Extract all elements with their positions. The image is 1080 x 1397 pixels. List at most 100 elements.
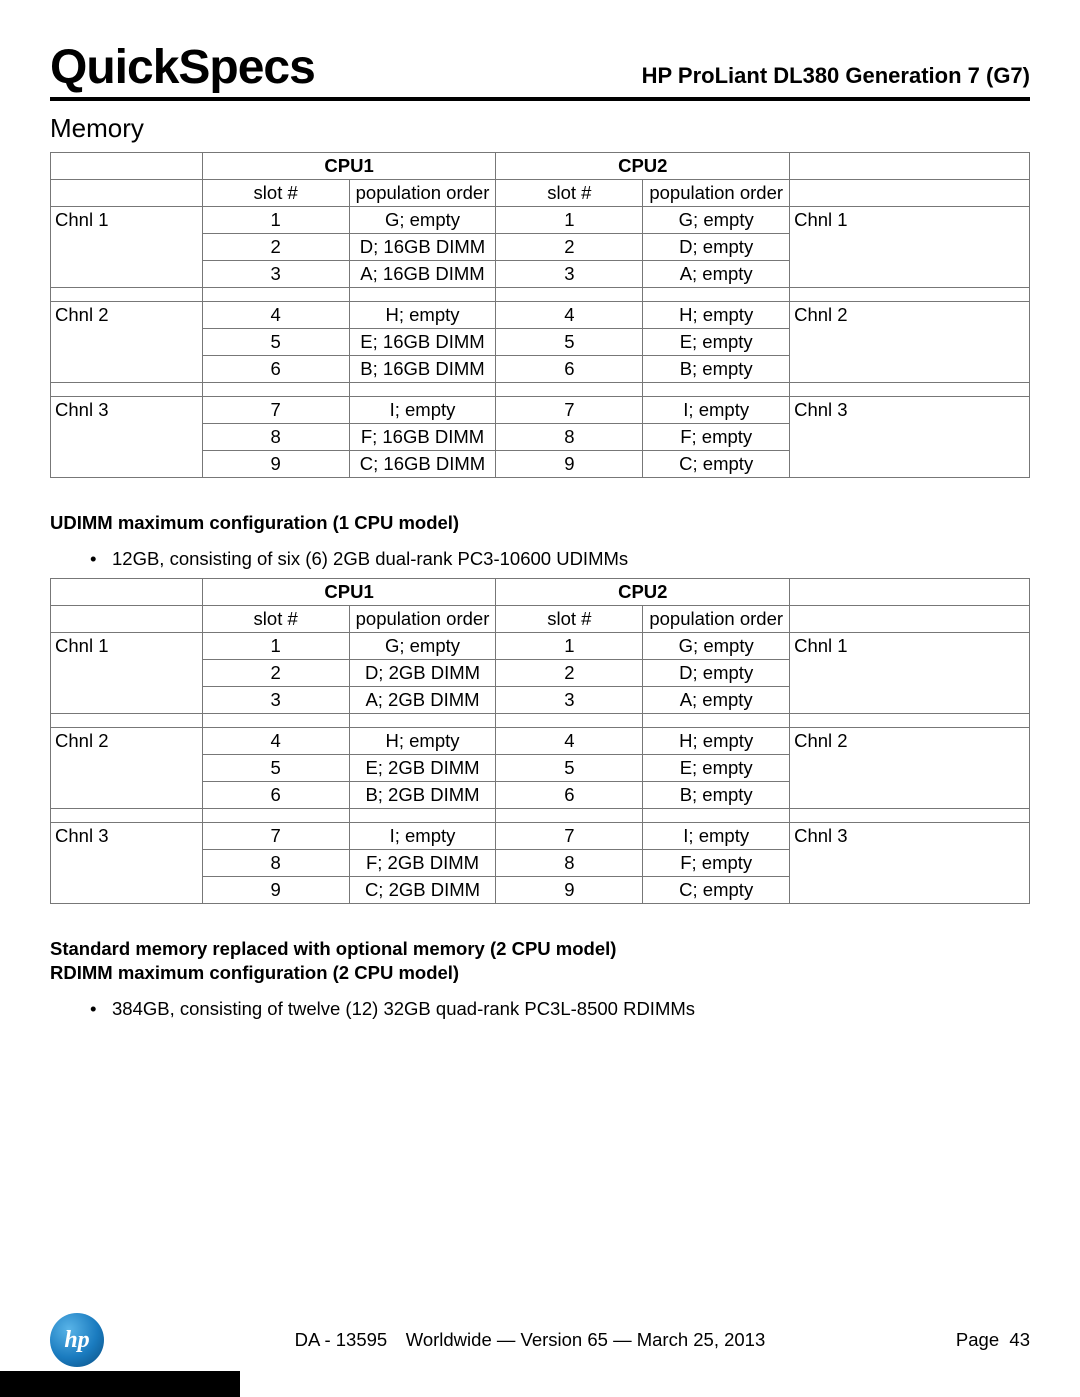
chnl-blank — [51, 424, 203, 451]
pop-cell: I; empty — [349, 397, 496, 424]
th-cpu1: CPU1 — [202, 153, 496, 180]
chnl-blank — [51, 356, 203, 383]
spacer-cell — [496, 809, 643, 823]
pop-cell: B; empty — [643, 356, 790, 383]
th-blank — [51, 579, 203, 606]
spacer-cell — [202, 714, 349, 728]
pop-cell: H; empty — [643, 302, 790, 329]
pop-cell: B; 2GB DIMM — [349, 782, 496, 809]
slot-cell: 3 — [496, 687, 643, 714]
slot-cell: 5 — [202, 755, 349, 782]
slot-cell: 8 — [496, 850, 643, 877]
spacer-cell — [643, 383, 790, 397]
bullet-udimm: 12GB, consisting of six (6) 2GB dual-ran… — [90, 548, 1030, 570]
chnl-label: Chnl 1 — [51, 207, 203, 234]
pop-cell: F; empty — [643, 850, 790, 877]
chnl-blank — [790, 755, 1030, 782]
pop-cell: C; empty — [643, 451, 790, 478]
chnl-blank — [51, 234, 203, 261]
th-blank — [51, 180, 203, 207]
slot-cell: 8 — [202, 424, 349, 451]
chnl-label: Chnl 1 — [790, 207, 1030, 234]
pop-cell: I; empty — [643, 823, 790, 850]
chnl-label: Chnl 2 — [790, 728, 1030, 755]
slot-cell: 9 — [202, 451, 349, 478]
pop-cell: C; 16GB DIMM — [349, 451, 496, 478]
chnl-label: Chnl 2 — [790, 302, 1030, 329]
pop-cell: I; empty — [349, 823, 496, 850]
chnl-blank — [51, 877, 203, 904]
subheading-udimm: UDIMM maximum configuration (1 CPU model… — [50, 512, 1030, 534]
slot-cell: 2 — [202, 234, 349, 261]
chnl-blank — [790, 261, 1030, 288]
pop-cell: G; empty — [643, 633, 790, 660]
spacer-cell — [643, 288, 790, 302]
th-slot: slot # — [202, 180, 349, 207]
page-footer: hp DA - 13595 Worldwide — Version 65 — M… — [50, 1313, 1030, 1367]
memory-table-2: CPU1CPU2slot #population orderslot #popu… — [50, 578, 1030, 904]
pop-cell: H; empty — [349, 728, 496, 755]
bullet-rdimm: 384GB, consisting of twelve (12) 32GB qu… — [90, 998, 1030, 1020]
slot-cell: 7 — [496, 823, 643, 850]
spacer-cell — [496, 714, 643, 728]
product-title: HP ProLiant DL380 Generation 7 (G7) — [642, 63, 1030, 95]
slot-cell: 2 — [496, 234, 643, 261]
pop-cell: E; 2GB DIMM — [349, 755, 496, 782]
spacer-cell — [349, 809, 496, 823]
slot-cell: 3 — [202, 261, 349, 288]
chnl-blank — [790, 660, 1030, 687]
chnl-blank — [790, 782, 1030, 809]
slot-cell: 4 — [202, 302, 349, 329]
spacer-cell — [790, 714, 1030, 728]
spacer-cell — [643, 714, 790, 728]
th-pop: population order — [349, 180, 496, 207]
pop-cell: G; empty — [349, 207, 496, 234]
subheading-rdimm: RDIMM maximum configuration (2 CPU model… — [50, 962, 1030, 984]
slot-cell: 4 — [496, 728, 643, 755]
spacer-cell — [790, 809, 1030, 823]
pop-cell: B; empty — [643, 782, 790, 809]
pop-cell: A; 16GB DIMM — [349, 261, 496, 288]
slot-cell: 5 — [496, 329, 643, 356]
th-slot: slot # — [496, 180, 643, 207]
pop-cell: B; 16GB DIMM — [349, 356, 496, 383]
footer-center-text: DA - 13595 Worldwide — Version 65 — Marc… — [104, 1329, 956, 1351]
slot-cell: 2 — [496, 660, 643, 687]
pop-cell: G; empty — [349, 633, 496, 660]
chnl-blank — [790, 451, 1030, 478]
th-cpu1: CPU1 — [202, 579, 496, 606]
chnl-label: Chnl 2 — [51, 728, 203, 755]
pop-cell: D; 2GB DIMM — [349, 660, 496, 687]
pop-cell: F; empty — [643, 424, 790, 451]
slot-cell: 6 — [202, 356, 349, 383]
pop-cell: G; empty — [643, 207, 790, 234]
subheading-std-replaced: Standard memory replaced with optional m… — [50, 938, 1030, 960]
slot-cell: 3 — [496, 261, 643, 288]
th-blank — [790, 180, 1030, 207]
slot-cell: 3 — [202, 687, 349, 714]
chnl-blank — [790, 424, 1030, 451]
chnl-label: Chnl 3 — [790, 823, 1030, 850]
slot-cell: 5 — [202, 329, 349, 356]
th-cpu2: CPU2 — [496, 153, 790, 180]
chnl-blank — [790, 234, 1030, 261]
pop-cell: F; 16GB DIMM — [349, 424, 496, 451]
pop-cell: C; 2GB DIMM — [349, 877, 496, 904]
spacer-cell — [349, 383, 496, 397]
th-blank — [51, 153, 203, 180]
pop-cell: D; 16GB DIMM — [349, 234, 496, 261]
th-pop: population order — [643, 180, 790, 207]
slot-cell: 1 — [496, 207, 643, 234]
pop-cell: E; empty — [643, 755, 790, 782]
slot-cell: 7 — [496, 397, 643, 424]
spacer-cell — [349, 714, 496, 728]
spacer-cell — [202, 809, 349, 823]
th-blank — [51, 606, 203, 633]
slot-cell: 9 — [202, 877, 349, 904]
spacer-cell — [496, 383, 643, 397]
spacer-cell — [790, 383, 1030, 397]
chnl-blank — [51, 755, 203, 782]
slot-cell: 5 — [496, 755, 643, 782]
spacer-cell — [643, 809, 790, 823]
chnl-label: Chnl 3 — [51, 397, 203, 424]
